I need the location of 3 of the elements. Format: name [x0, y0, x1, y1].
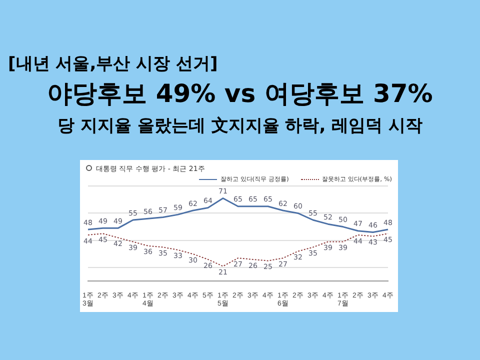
text: 당 지지율 올랐는데 文지지율 하락, 레임덕 시작	[56, 115, 424, 137]
text: [내년 서울,부산 시장 선거]	[8, 53, 219, 75]
text: 야당후보 49% vs 여당후보 37%	[46, 78, 434, 110]
